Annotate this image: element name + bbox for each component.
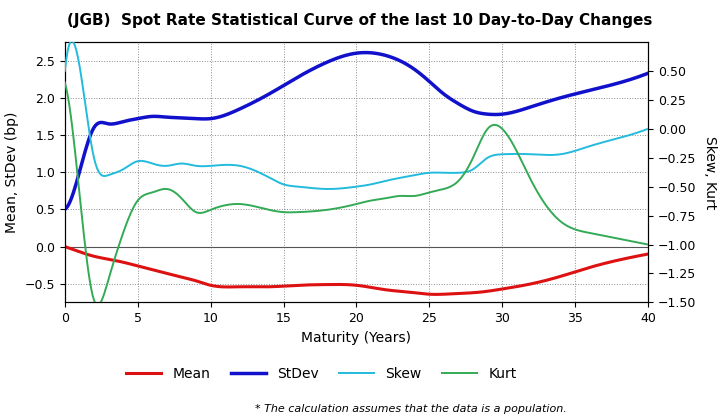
Y-axis label: Skew, Kurt: Skew, Kurt (703, 136, 717, 209)
Text: * The calculation assumes that the data is a population.: * The calculation assumes that the data … (255, 404, 566, 414)
Y-axis label: Mean, StDev (bp): Mean, StDev (bp) (5, 112, 19, 233)
X-axis label: Maturity (Years): Maturity (Years) (302, 331, 411, 345)
Text: (JGB)  Spot Rate Statistical Curve of the last 10 Day-to-Day Changes: (JGB) Spot Rate Statistical Curve of the… (67, 13, 653, 28)
Legend: Mean, StDev, Skew, Kurt: Mean, StDev, Skew, Kurt (121, 362, 522, 386)
